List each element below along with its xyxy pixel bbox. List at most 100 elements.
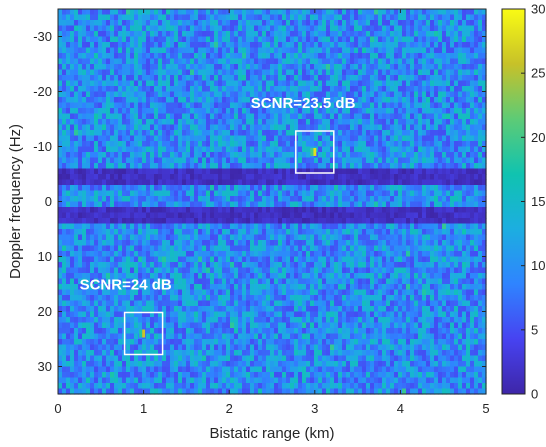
heat-cell	[266, 267, 271, 274]
heat-cell	[258, 207, 263, 214]
heat-cell	[250, 295, 255, 302]
heat-cell	[230, 295, 235, 302]
heat-cell	[70, 36, 75, 43]
heat-cell	[146, 86, 151, 93]
heat-cell	[282, 355, 287, 362]
heat-cell	[318, 295, 323, 302]
heat-cell	[278, 25, 283, 32]
heat-cell	[294, 306, 299, 313]
heat-cell	[106, 42, 111, 49]
heat-cell	[94, 80, 99, 87]
heat-cell	[190, 53, 195, 60]
heat-cell	[94, 251, 99, 258]
heat-cell	[302, 53, 307, 60]
heat-cell	[106, 69, 111, 76]
heat-cell	[282, 333, 287, 340]
heat-cell	[318, 130, 323, 137]
heat-cell	[190, 251, 195, 258]
heat-cell	[254, 31, 259, 38]
heat-cell	[106, 97, 111, 104]
heat-cell	[162, 141, 167, 148]
heat-cell	[210, 317, 215, 324]
heat-cell	[266, 20, 271, 27]
heat-cell	[74, 113, 79, 120]
heat-cell	[246, 377, 251, 384]
heat-cell	[302, 42, 307, 49]
heat-cell	[86, 372, 91, 379]
heat-cell	[78, 9, 83, 16]
heat-cell	[206, 47, 211, 54]
heat-cell	[254, 108, 259, 115]
heat-cell	[142, 300, 147, 307]
heat-cell	[66, 350, 71, 357]
heat-cell	[258, 97, 263, 104]
heat-cell	[118, 333, 123, 340]
heat-cell	[242, 86, 247, 93]
heat-cell	[266, 284, 271, 291]
heat-cell	[82, 251, 87, 258]
heat-cell	[286, 9, 291, 16]
heat-cell	[78, 372, 83, 379]
heat-cell	[98, 388, 103, 395]
heat-cell	[118, 47, 123, 54]
heat-cell	[150, 306, 155, 313]
heat-cell	[318, 157, 323, 164]
heat-cell	[330, 152, 335, 159]
heat-cell	[186, 168, 191, 175]
heat-cell	[94, 207, 99, 214]
heat-cell	[214, 108, 219, 115]
heat-cell	[210, 223, 215, 230]
heat-cell	[198, 207, 203, 214]
heat-cell	[278, 383, 283, 390]
heat-cell	[134, 229, 139, 236]
heat-cell	[90, 366, 95, 373]
heat-cell	[146, 295, 151, 302]
heat-cell	[282, 42, 287, 49]
heat-cell	[78, 223, 83, 230]
heat-cell	[78, 256, 83, 263]
heat-cell	[138, 124, 143, 131]
heat-cell	[230, 113, 235, 120]
heat-cell	[170, 190, 175, 197]
heat-cell	[250, 130, 255, 137]
heat-cell	[230, 234, 235, 241]
heat-cell	[310, 355, 315, 362]
heat-cell	[222, 262, 227, 269]
heat-cell	[74, 69, 79, 76]
heat-cell	[278, 113, 283, 120]
heat-cell	[170, 333, 175, 340]
heat-cell	[182, 64, 187, 71]
heat-cell	[326, 113, 331, 120]
heat-cell	[118, 69, 123, 76]
heat-cell	[258, 372, 263, 379]
heat-cell	[98, 355, 103, 362]
heat-cell	[198, 284, 203, 291]
heat-cell	[210, 273, 215, 280]
heat-cell	[254, 377, 259, 384]
heat-cell	[122, 69, 127, 76]
heat-cell	[138, 75, 143, 82]
heat-cell	[66, 245, 71, 252]
heat-cell	[130, 218, 135, 225]
heat-cell	[126, 218, 131, 225]
heat-cell	[186, 350, 191, 357]
heat-cell	[314, 64, 319, 71]
heat-cell	[162, 251, 167, 258]
heat-cell	[150, 245, 155, 252]
heat-cell	[246, 108, 251, 115]
heat-cell	[318, 256, 323, 263]
heat-cell	[318, 300, 323, 307]
heat-cell	[62, 25, 67, 32]
heat-cell	[286, 333, 291, 340]
heat-cell	[270, 240, 275, 247]
heat-cell	[146, 306, 151, 313]
heat-cell	[154, 388, 159, 395]
heat-cell	[298, 20, 303, 27]
heat-cell	[298, 185, 303, 192]
heat-cell	[330, 322, 335, 329]
heat-cell	[246, 300, 251, 307]
heat-cell	[58, 207, 63, 214]
heat-cell	[334, 218, 339, 225]
heat-cell	[66, 135, 71, 142]
heat-cell	[314, 284, 319, 291]
